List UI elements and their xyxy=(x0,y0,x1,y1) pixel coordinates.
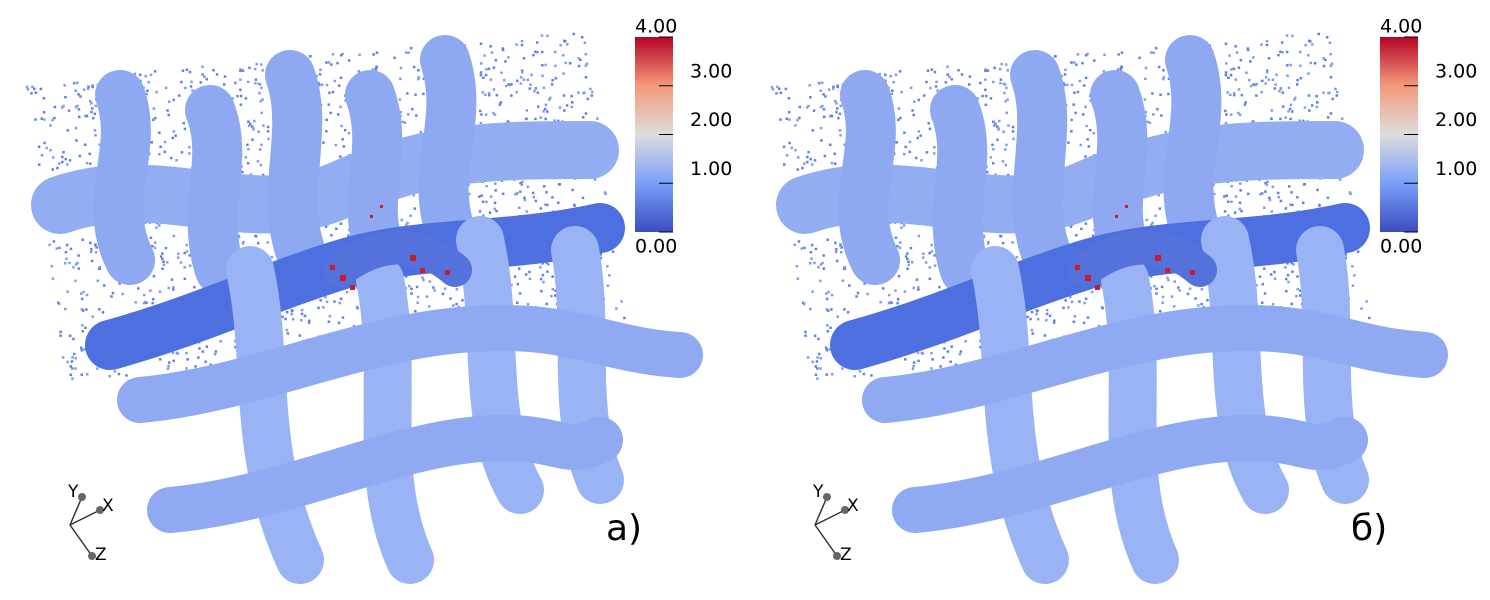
axis-tip xyxy=(78,493,86,501)
colorbar-label: 3.00 xyxy=(1435,60,1477,82)
panel-label: а) xyxy=(606,508,642,549)
colorbar-label: 0.00 xyxy=(635,236,677,258)
axis-label: Z xyxy=(840,545,852,565)
colorbar-label: 2.00 xyxy=(690,109,732,131)
colorbar-label: 4.00 xyxy=(1380,16,1422,38)
axis-label: X xyxy=(847,496,859,516)
axis-label: Y xyxy=(67,482,79,502)
axis-tip xyxy=(88,552,96,560)
colorbar-label: 0.00 xyxy=(1380,236,1422,258)
panel-label: б) xyxy=(1351,508,1387,549)
fabric-render xyxy=(26,33,680,560)
panel: 4.00 3.00 2.00 1.00 0.00 Y X Zб) xyxy=(771,16,1477,566)
colorbar-label: 1.00 xyxy=(1435,158,1477,180)
axis-arrow xyxy=(69,496,83,526)
axis-arrow xyxy=(814,524,838,557)
colorbar-label: 2.00 xyxy=(1435,109,1477,131)
axis-tip xyxy=(833,552,841,560)
axis-arrow xyxy=(69,524,93,557)
colorbar-label: 1.00 xyxy=(690,158,732,180)
fabric-render xyxy=(771,33,1425,560)
axis-label: Y xyxy=(812,482,824,502)
axis-arrow xyxy=(814,509,846,526)
axis-tip xyxy=(96,506,104,514)
colorbar-label: 3.00 xyxy=(690,60,732,82)
axis-label: X xyxy=(102,496,114,516)
axis-label: Z xyxy=(95,545,107,565)
panel: 4.00 3.00 2.00 1.00 0.00 Y X Zа) xyxy=(26,16,732,566)
axis-tip xyxy=(823,493,831,501)
axis-arrow xyxy=(814,496,828,526)
axis-tip xyxy=(841,506,849,514)
colorbar-label: 4.00 xyxy=(635,16,677,38)
axis-arrow xyxy=(69,509,101,526)
